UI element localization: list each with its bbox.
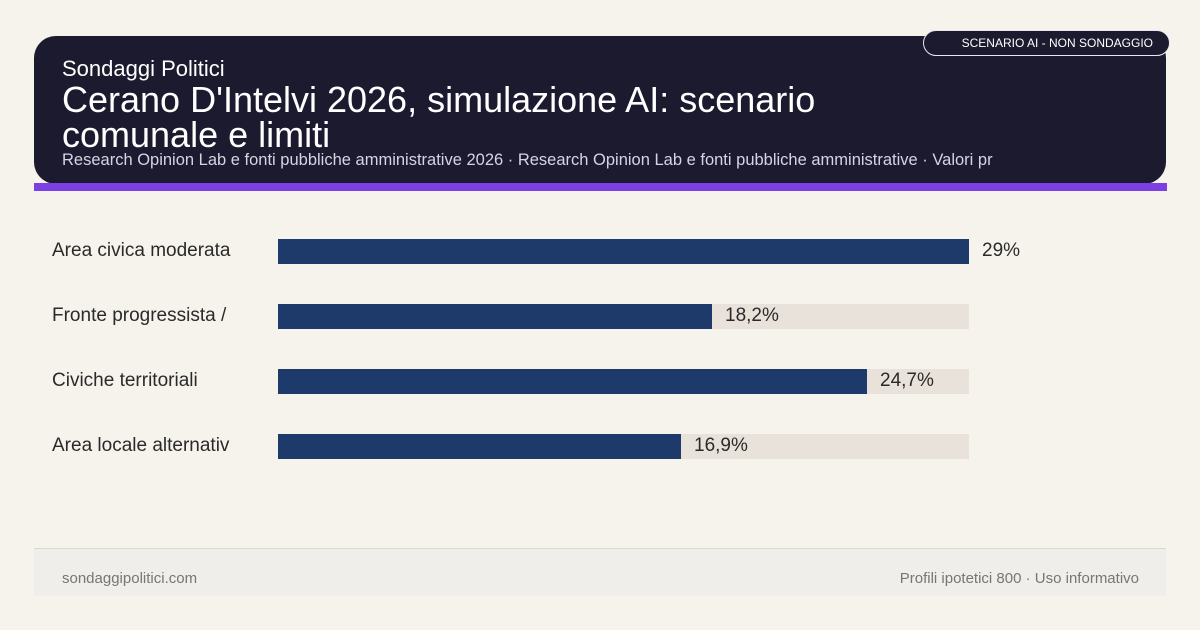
bar <box>278 239 969 264</box>
footer: sondaggipolitici.com Profili ipotetici 8… <box>34 548 1166 596</box>
footer-note: Profili ipotetici 800 · Uso informativo <box>899 570 1139 587</box>
value-label: 24,7% <box>880 370 934 391</box>
page-title: Cerano D'Intelvi 2026, simulazione AI: s… <box>62 79 816 155</box>
value-label: 29% <box>982 240 1021 261</box>
bar <box>278 304 712 329</box>
category-label: Fronte progressista / <box>52 305 227 326</box>
category-label: Civiche territoriali <box>52 370 198 391</box>
bar <box>278 369 867 394</box>
scenario-badge: SCENARIO AI - NON SONDAGGIO <box>923 30 1170 56</box>
value-label: 18,2% <box>725 305 779 326</box>
accent-divider <box>34 183 1167 191</box>
header-banner: Sondaggi Politici Cerano D'Intelvi 2026,… <box>34 36 1166 184</box>
category-label: Area locale alternativ <box>52 435 230 456</box>
category-label: Area civica moderata <box>52 240 231 261</box>
value-label: 16,9% <box>694 435 748 456</box>
footer-site: sondaggipolitici.com <box>62 570 198 587</box>
page-subtitle: Research Opinion Lab e fonti pubbliche a… <box>62 151 993 169</box>
site-name: Sondaggi Politici <box>62 56 225 81</box>
bar <box>278 434 681 459</box>
